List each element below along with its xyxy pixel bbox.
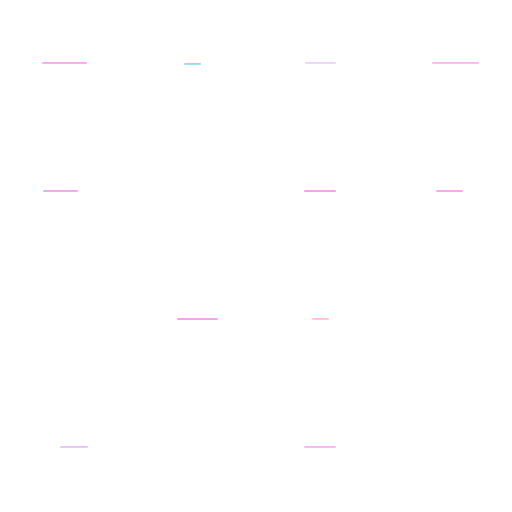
color-streak — [312, 318, 329, 320]
color-streak — [304, 190, 336, 192]
color-streak — [436, 190, 463, 192]
color-streak — [432, 62, 479, 64]
color-streak — [184, 63, 201, 65]
color-streak — [43, 190, 78, 192]
color-streak — [60, 446, 88, 448]
color-streak — [305, 62, 336, 64]
color-streak — [304, 446, 336, 448]
color-streak — [42, 62, 87, 64]
color-streak — [177, 318, 218, 320]
